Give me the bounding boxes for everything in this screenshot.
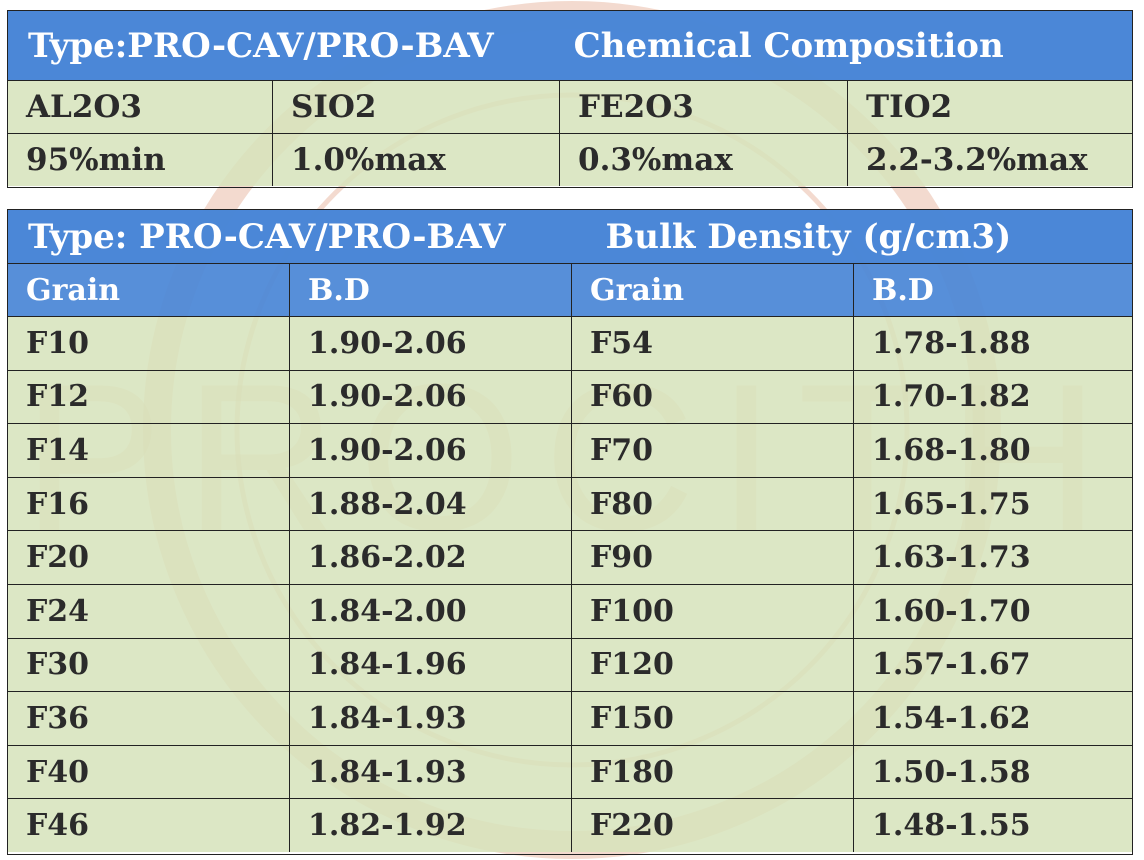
bulk-density-cell: 1.57-1.67 [853, 638, 1132, 692]
chemical-composition-table: Type:PRO-CAV/PRO-BAV Chemical Compositio… [7, 10, 1133, 188]
bulk-density-cell: 1.54-1.62 [853, 692, 1132, 745]
bulk-header-cell: Grain [571, 264, 853, 316]
bulk-rows: F10 1.90-2.06 F54 1.78-1.88 F12 1.90-2.06 F60 1… [8, 316, 1132, 852]
bulk-density-table: Type: PRO-CAV/PRO-BAV Bulk Density (g/cm… [7, 209, 1133, 855]
bulk-density-cell: 1.78-1.88 [853, 317, 1132, 370]
bulk-density-cell: 1.84-1.96 [289, 638, 571, 692]
table-row: F46 1.82-1.92 F220 1.48-1.55 [8, 798, 1132, 852]
chemical-title: Type:PRO-CAV/PRO-BAV Chemical Compositio… [8, 11, 1132, 80]
grain-cell: F40 [26, 754, 90, 790]
grain-cell: F16 [26, 486, 90, 522]
grain-cell: F220 [571, 799, 853, 852]
bulk-title: Type: PRO-CAV/PRO-BAV Bulk Density (g/cm… [8, 210, 1132, 263]
grain-cell: F100 [571, 584, 853, 638]
table-row: F36 1.84-1.93 F150 1.54-1.62 [8, 691, 1132, 745]
table-row: F24 1.84-2.00 F100 1.60-1.70 [8, 583, 1132, 638]
chemical-value-cell: 0.3%max [559, 134, 847, 186]
bulk-title-name: Bulk Density (g/cm3) [605, 216, 1012, 257]
grain-cell: F60 [571, 370, 853, 424]
grain-cell: F12 [26, 379, 90, 415]
bulk-density-cell: 1.90-2.06 [289, 317, 571, 370]
bulk-density-cell: 1.90-2.06 [289, 424, 571, 477]
bulk-density-cell: 1.48-1.55 [853, 799, 1132, 852]
bulk-density-cell: 1.84-1.93 [289, 745, 571, 799]
bulk-density-cell: 1.84-1.93 [289, 692, 571, 745]
grain-cell: F20 [26, 540, 90, 576]
chemical-title-name: Chemical Composition [573, 25, 1004, 66]
bulk-density-cell: 1.70-1.82 [853, 370, 1132, 424]
chemical-title-type: Type:PRO-CAV/PRO-BAV [28, 25, 494, 66]
chemical-header-cell: SIO2 [272, 81, 559, 133]
bulk-density-cell: 1.90-2.06 [289, 370, 571, 424]
chemical-value-cell: 2.2-3.2%max [847, 134, 1132, 186]
bulk-density-cell: 1.68-1.80 [853, 424, 1132, 477]
table-row: F40 1.84-1.93 F180 1.50-1.58 [8, 744, 1132, 799]
grain-cell: F180 [571, 745, 853, 799]
bulk-density-cell: 1.50-1.58 [853, 745, 1132, 799]
chemical-header-cell: AL2O3 [26, 89, 142, 125]
grain-cell: F14 [26, 432, 90, 468]
grain-cell: F46 [26, 808, 90, 844]
chemical-header-cell: FE2O3 [559, 81, 847, 133]
chemical-header-row: AL2O3 SIO2 FE2O3 TIO2 [8, 80, 1132, 133]
grain-cell: F36 [26, 700, 90, 736]
grain-cell: F90 [571, 531, 853, 584]
table-row: F20 1.86-2.02 F90 1.63-1.73 [8, 530, 1132, 584]
bulk-density-cell: 1.60-1.70 [853, 584, 1132, 638]
bulk-title-type: Type: PRO-CAV/PRO-BAV [28, 216, 506, 257]
bulk-density-cell: 1.88-2.04 [289, 477, 571, 531]
chemical-header-cell: TIO2 [847, 81, 1132, 133]
grain-cell: F150 [571, 692, 853, 745]
bulk-density-cell: 1.84-2.00 [289, 584, 571, 638]
grain-cell: F24 [26, 593, 90, 629]
bulk-density-cell: 1.65-1.75 [853, 477, 1132, 531]
grain-cell: F30 [26, 647, 90, 683]
bulk-density-cell: 1.82-1.92 [289, 799, 571, 852]
bulk-header-row: Grain B.D Grain B.D [8, 263, 1132, 316]
bulk-header-cell: B.D [853, 264, 1132, 316]
table-row: F16 1.88-2.04 F80 1.65-1.75 [8, 476, 1132, 531]
bulk-title-row: Type: PRO-CAV/PRO-BAV Bulk Density (g/cm… [8, 210, 1132, 263]
bulk-header-cell: B.D [289, 264, 571, 316]
grain-cell: F80 [571, 477, 853, 531]
table-row: F10 1.90-2.06 F54 1.78-1.88 [8, 316, 1132, 370]
bulk-header-cell: Grain [8, 264, 289, 316]
grain-cell: F10 [26, 325, 90, 361]
table-row: F14 1.90-2.06 F70 1.68-1.80 [8, 423, 1132, 477]
chemical-value-row: 95%min 1.0%max 0.3%max 2.2-3.2%max [8, 133, 1132, 186]
grain-cell: F120 [571, 638, 853, 692]
chemical-value-cell: 95%min [26, 142, 166, 178]
bulk-density-cell: 1.63-1.73 [853, 531, 1132, 584]
grain-cell: F54 [571, 317, 853, 370]
table-row: F12 1.90-2.06 F60 1.70-1.82 [8, 369, 1132, 424]
grain-cell: F70 [571, 424, 853, 477]
chemical-title-row: Type:PRO-CAV/PRO-BAV Chemical Compositio… [8, 11, 1132, 80]
table-row: F30 1.84-1.96 F120 1.57-1.67 [8, 637, 1132, 692]
chemical-value-cell: 1.0%max [272, 134, 559, 186]
bulk-density-cell: 1.86-2.02 [289, 531, 571, 584]
